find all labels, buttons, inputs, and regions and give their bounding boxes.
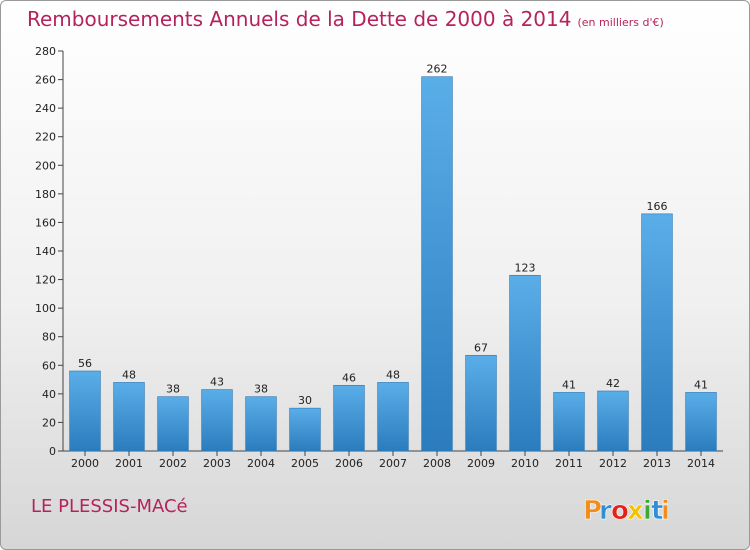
bar-value-label: 30 bbox=[298, 394, 312, 407]
bar bbox=[509, 274, 541, 452]
x-tick-label: 2004 bbox=[247, 457, 275, 470]
bar bbox=[377, 382, 409, 452]
bar-value-label: 41 bbox=[694, 378, 708, 391]
bar bbox=[553, 392, 585, 452]
logo-letter: i bbox=[661, 496, 670, 526]
bar bbox=[421, 76, 453, 452]
bar-value-label: 48 bbox=[386, 368, 400, 381]
bar bbox=[641, 213, 673, 452]
bar-value-label: 42 bbox=[606, 377, 620, 390]
bar-value-label: 123 bbox=[515, 261, 536, 274]
bar-value-label: 38 bbox=[254, 383, 268, 396]
bar bbox=[685, 392, 717, 452]
x-tick-label: 2011 bbox=[555, 457, 583, 470]
bar bbox=[289, 407, 321, 452]
y-tick-label: 20 bbox=[42, 416, 56, 429]
bar bbox=[201, 389, 233, 452]
logo-letter: t bbox=[651, 496, 663, 526]
logo-letter: o bbox=[611, 496, 629, 526]
x-tick-label: 2005 bbox=[291, 457, 319, 470]
logo-letter: x bbox=[627, 496, 644, 526]
bar-value-label: 67 bbox=[474, 341, 488, 354]
y-tick-label: 160 bbox=[35, 216, 56, 229]
y-tick-label: 200 bbox=[35, 159, 56, 172]
bar bbox=[597, 390, 629, 452]
y-tick-label: 100 bbox=[35, 302, 56, 315]
commune-name: LE PLESSIS-MACé bbox=[31, 496, 188, 517]
bar bbox=[245, 396, 277, 452]
x-tick-label: 2014 bbox=[687, 457, 715, 470]
y-tick-label: 40 bbox=[42, 388, 56, 401]
y-tick-label: 0 bbox=[49, 445, 56, 458]
bar bbox=[465, 354, 497, 452]
chart-title-text: Remboursements Annuels de la Dette de 20… bbox=[27, 7, 572, 31]
logo-letter: r bbox=[599, 496, 612, 526]
bar-value-label: 38 bbox=[166, 383, 180, 396]
x-tick-label: 2003 bbox=[203, 457, 231, 470]
x-tick-label: 2012 bbox=[599, 457, 627, 470]
chart-unit: (en milliers d'€) bbox=[577, 16, 664, 29]
bar-value-label: 41 bbox=[562, 378, 576, 391]
y-tick-label: 180 bbox=[35, 188, 56, 201]
y-tick-label: 260 bbox=[35, 74, 56, 87]
x-tick-label: 2006 bbox=[335, 457, 363, 470]
bar bbox=[69, 370, 101, 452]
proxiti-logo: Pr ox i ti bbox=[583, 496, 671, 527]
y-tick-label: 140 bbox=[35, 245, 56, 258]
x-tick-label: 2002 bbox=[159, 457, 187, 470]
bar bbox=[333, 384, 365, 452]
logo-letter: P bbox=[583, 496, 602, 526]
x-tick-label: 2007 bbox=[379, 457, 407, 470]
x-tick-label: 2010 bbox=[511, 457, 539, 470]
bar bbox=[157, 396, 189, 452]
x-tick-label: 2000 bbox=[71, 457, 99, 470]
y-tick-label: 240 bbox=[35, 102, 56, 115]
bar-value-label: 48 bbox=[122, 368, 136, 381]
y-tick-label: 120 bbox=[35, 274, 56, 287]
x-tick-label: 2008 bbox=[423, 457, 451, 470]
bar-value-label: 46 bbox=[342, 371, 356, 384]
y-tick-label: 220 bbox=[35, 131, 56, 144]
y-tick-label: 60 bbox=[42, 359, 56, 372]
y-tick-label: 280 bbox=[35, 45, 56, 58]
bar bbox=[113, 382, 145, 452]
logo-letter: i bbox=[643, 496, 652, 526]
bar-value-label: 43 bbox=[210, 376, 224, 389]
x-tick-label: 2009 bbox=[467, 457, 495, 470]
bar-value-label: 262 bbox=[427, 63, 448, 76]
bar-value-label: 166 bbox=[647, 200, 668, 213]
x-tick-label: 2013 bbox=[643, 457, 671, 470]
x-tick-label: 2001 bbox=[115, 457, 143, 470]
bar-value-label: 56 bbox=[78, 357, 92, 370]
y-tick-label: 80 bbox=[42, 331, 56, 344]
chart-title: Remboursements Annuels de la Dette de 20… bbox=[27, 7, 664, 31]
